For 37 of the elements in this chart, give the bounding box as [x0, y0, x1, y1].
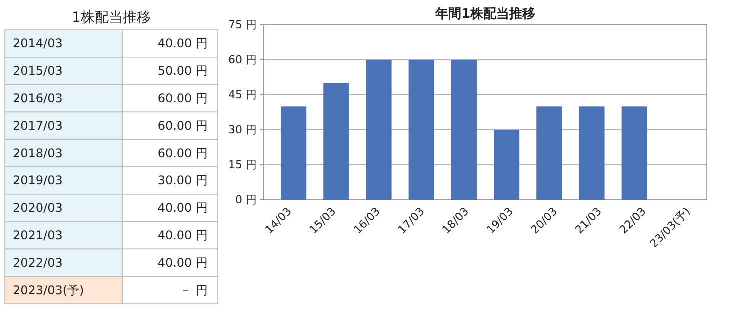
category-label: 2021/03: [13, 228, 63, 242]
text: 60.00 円: [158, 92, 208, 106]
bar: [536, 106, 562, 200]
bar: [408, 60, 434, 200]
category-label: 2020/03: [13, 201, 63, 216]
bar: [366, 60, 392, 200]
text: 50.00 円: [158, 64, 208, 78]
text: 40.00 円: [158, 36, 208, 51]
y-tick-label: 60 円: [228, 54, 257, 67]
bar: [451, 60, 477, 200]
category-label: 2014/03: [13, 36, 63, 51]
category-label: 2019/03: [13, 174, 63, 188]
bar: [281, 106, 307, 200]
y-tick-label: 45 円: [228, 88, 257, 102]
category-label: 2016/03: [13, 92, 63, 106]
text: 40.00 円: [158, 256, 208, 270]
text: 40.00 円: [158, 201, 208, 216]
text: － 円: [180, 283, 208, 298]
category-label: 2023/03(予): [13, 283, 84, 298]
category-label: 2018/03: [13, 146, 63, 160]
category-label: 2017/03: [13, 118, 63, 133]
bar: [579, 106, 605, 200]
chart-title: 年間1株配当推移: [434, 7, 536, 22]
y-tick-label: 15 円: [228, 158, 257, 172]
y-tick-label: 75 円: [228, 18, 257, 32]
category-label: 2022/03: [13, 256, 63, 270]
bar: [622, 106, 648, 200]
text: 1株配当推移: [72, 10, 151, 26]
text: 60.00 円: [158, 146, 208, 160]
text: 40.00 円: [158, 228, 208, 242]
text: 60.00 円: [158, 118, 208, 133]
bar: [494, 130, 520, 200]
y-tick-label: 30 円: [228, 124, 257, 137]
category-label: 2015/03: [13, 64, 63, 78]
text: 30.00 円: [158, 174, 208, 188]
y-tick-label: 0 円: [236, 194, 257, 207]
bar: [324, 83, 350, 200]
